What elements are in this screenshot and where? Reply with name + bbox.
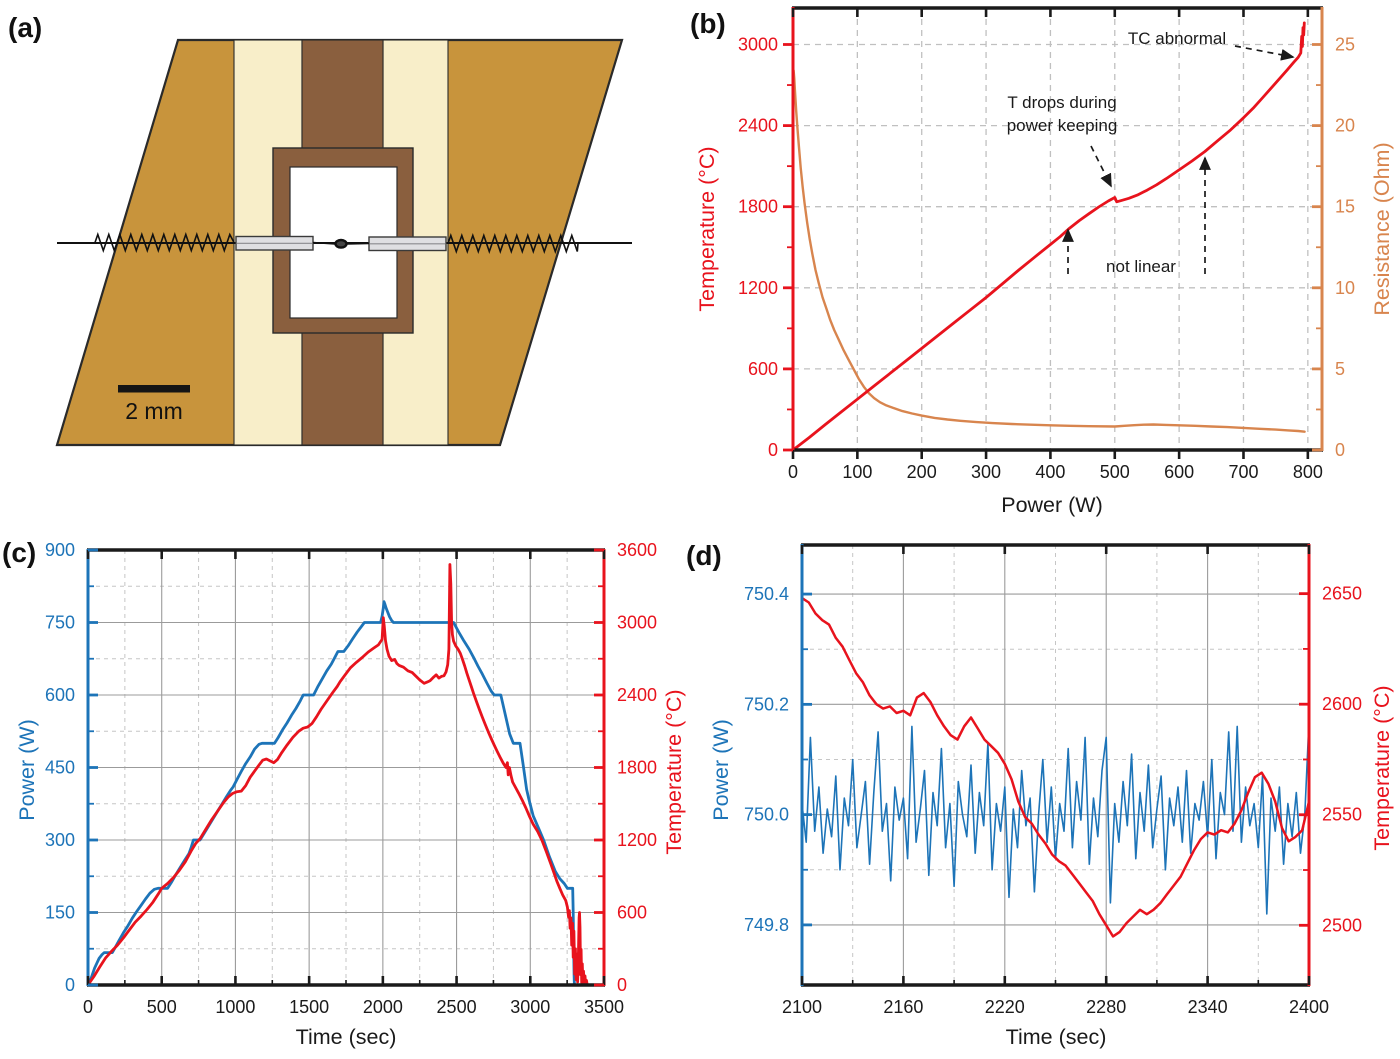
left-tick-label: 1200	[738, 278, 778, 298]
scale-bar	[118, 385, 190, 393]
annotation-text: not linear	[1106, 257, 1176, 276]
x-tick-label: 1500	[289, 997, 329, 1017]
series-resistance-vs-power	[792, 69, 1306, 433]
left-tick-label: 600	[45, 685, 75, 705]
annotation-arrow	[1090, 145, 1112, 188]
left-tick-label: 900	[45, 540, 75, 560]
x-tick-label: 300	[971, 462, 1001, 482]
right-tick-label: 2550	[1322, 805, 1362, 825]
left-tick-label: 450	[45, 758, 75, 778]
x-tick-label: 1000	[215, 997, 255, 1017]
x-tick-label: 200	[907, 462, 937, 482]
series-temperature-vs-power	[791, 21, 1306, 452]
right-tick-label: 0	[1335, 440, 1345, 460]
panel-b-temperature-resistance-vs-power: (b) 0 100 200 300 400 500 600 700 800 0 600 1200 180…	[680, 0, 1400, 530]
right-tick-label: 2500	[1322, 915, 1362, 935]
panel-c-power-temperature-vs-time: (c) 0 500 1000 1500 2000 2500 3000 3500 0 150 300 4…	[0, 530, 720, 1059]
x-tick-label: 3500	[584, 997, 624, 1017]
right-tick-label: 2600	[1322, 694, 1362, 714]
x-tick-label: 100	[842, 462, 872, 482]
right-tick-label: 0	[617, 975, 627, 995]
right-tick-label: 5	[1335, 359, 1345, 379]
x-tick-label: 2160	[883, 997, 923, 1017]
x-tick-label: 0	[788, 462, 798, 482]
spring-coil	[447, 233, 579, 254]
left-tick-label: 2400	[738, 116, 778, 136]
left-tick-label: 150	[45, 903, 75, 923]
alumina-tube-left	[235, 235, 314, 251]
left-tick-label: 750	[45, 613, 75, 633]
right-tick-label: 3600	[617, 540, 657, 560]
left-tick-label: 750.2	[744, 694, 789, 714]
left-tick-label: 0	[768, 440, 778, 460]
panel-d-letter: (d)	[686, 540, 722, 571]
left-tick-label: 750.0	[744, 805, 789, 825]
series-temperature-vs-time	[86, 563, 589, 987]
x-tick-label: 600	[1164, 462, 1194, 482]
left-tick-label: 3000	[738, 34, 778, 54]
annotation-text: TC abnormal	[1128, 29, 1226, 48]
right-tick-label: 1800	[617, 758, 657, 778]
d-x-axis-title: Time (sec)	[1006, 1025, 1107, 1049]
panel-c-letter: (c)	[2, 537, 37, 568]
c-left-axis-title: Power (W)	[15, 719, 39, 821]
spring-coil	[94, 232, 235, 253]
b-left-axis-title: Temperature (°C)	[695, 146, 719, 311]
panel-a-letter: (a)	[8, 12, 43, 43]
x-tick-label: 3000	[510, 997, 550, 1017]
lead-springs	[94, 232, 579, 254]
x-tick-label: 2220	[985, 997, 1025, 1017]
annotation-text: T drops during	[1007, 93, 1116, 112]
right-tick-label: 2650	[1322, 584, 1362, 604]
x-tick-label: 800	[1293, 462, 1323, 482]
right-tick-label: 2400	[617, 685, 657, 705]
left-tick-label: 1800	[738, 197, 778, 217]
c-x-axis-title: Time (sec)	[296, 1025, 397, 1049]
x-tick-label: 500	[1100, 462, 1130, 482]
right-tick-label: 10	[1335, 278, 1355, 298]
scale-bar-label: 2 mm	[125, 398, 183, 424]
series-temperature-vs-time-zoom	[800, 596, 1311, 938]
x-tick-label: 2500	[437, 997, 477, 1017]
x-tick-label: 2340	[1188, 997, 1228, 1017]
annotation-text: power keeping	[1007, 116, 1118, 135]
right-tick-label: 600	[617, 903, 647, 923]
left-tick-label: 300	[45, 830, 75, 850]
right-tick-label: 3000	[617, 613, 657, 633]
x-tick-label: 0	[83, 997, 93, 1017]
b-right-axis-title: Resistance (Ohm)	[1370, 142, 1394, 315]
left-tick-label: 0	[65, 975, 75, 995]
cell-assembly-diagram: 2 mm	[55, 38, 632, 447]
left-tick-label: 750.4	[744, 584, 789, 604]
panel-d-power-temperature-zoom: (d) 2100 2160 2220 2280 2340 2400 749.8 750.0 75…	[680, 530, 1400, 1059]
x-tick-label: 2000	[363, 997, 403, 1017]
x-tick-label: 500	[147, 997, 177, 1017]
x-tick-label: 2280	[1086, 997, 1126, 1017]
thermocouple-junction-bead	[334, 238, 348, 249]
b-x-axis-title: Power (W)	[1001, 493, 1103, 517]
left-tick-label: 600	[748, 359, 778, 379]
c-right-axis-title: Temperature (°C)	[662, 689, 686, 854]
d-right-axis-title: Temperature (°C)	[1370, 685, 1394, 850]
right-tick-label: 25	[1335, 34, 1355, 54]
panel-b-letter: (b)	[690, 8, 726, 39]
panel-d-chart: 2100 2160 2220 2280 2340 2400 749.8 750.0 750.2 7…	[709, 543, 1394, 1049]
d-left-axis-title: Power (W)	[709, 719, 733, 821]
series-power-vs-time	[86, 600, 576, 987]
panel-b-chart: 0 100 200 300 400 500 600 700 800060012001800240…	[695, 6, 1394, 517]
right-tick-label: 20	[1335, 116, 1355, 136]
junction-lead-right	[346, 242, 370, 245]
panel-c-chart: 0 500 1000 1500 2000 2500 3000 3500015030045060…	[15, 540, 686, 1049]
junction-lead-left	[312, 241, 336, 245]
panel-a-schematic: (a) 2 mm	[0, 0, 680, 530]
left-tick-label: 749.8	[744, 915, 789, 935]
annotation-arrow	[1234, 45, 1295, 61]
right-tick-label: 15	[1335, 197, 1355, 217]
alumina-tube-right	[368, 236, 447, 252]
x-tick-label: 2100	[782, 997, 822, 1017]
x-tick-label: 700	[1228, 462, 1258, 482]
right-tick-label: 1200	[617, 830, 657, 850]
x-tick-label: 2400	[1289, 997, 1329, 1017]
x-tick-label: 400	[1035, 462, 1065, 482]
